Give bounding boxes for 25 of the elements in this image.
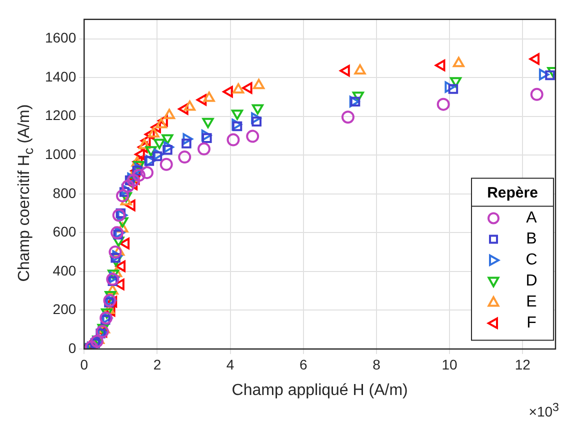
y-tick-label: 0 xyxy=(68,340,76,356)
y-tick-label: 1600 xyxy=(44,30,76,46)
x-tick-label: 6 xyxy=(299,356,308,372)
y-tick-label: 200 xyxy=(52,301,76,318)
y-tick-label: 400 xyxy=(52,262,76,278)
text: ×10$^{3}$ xyxy=(528,401,559,420)
legend-label: F xyxy=(526,314,537,332)
x-tick-label: 4 xyxy=(226,356,234,372)
y-tick-label: 1200 xyxy=(44,107,76,124)
y-tick-label: 800 xyxy=(52,184,76,201)
x-axis-title: Champ appliqué H (A/m) xyxy=(232,382,408,399)
legend-label: A xyxy=(526,210,538,227)
legend-label: E xyxy=(526,294,537,311)
legend-label: C xyxy=(526,252,538,269)
x-tick-label: 10 xyxy=(442,356,458,372)
y-tick-label: 1000 xyxy=(44,146,76,162)
legend-label: D xyxy=(526,272,538,290)
x-tick-label: 2 xyxy=(153,356,162,372)
legend-title: Repère xyxy=(487,184,538,202)
legend-label: B xyxy=(526,230,537,248)
x-tick-label: 8 xyxy=(372,356,381,372)
x-tick-label: 0 xyxy=(80,356,88,372)
x-tick-label: 12 xyxy=(514,356,531,372)
y-tick-label: 600 xyxy=(52,224,76,240)
y-tick-label: 1400 xyxy=(44,68,76,84)
